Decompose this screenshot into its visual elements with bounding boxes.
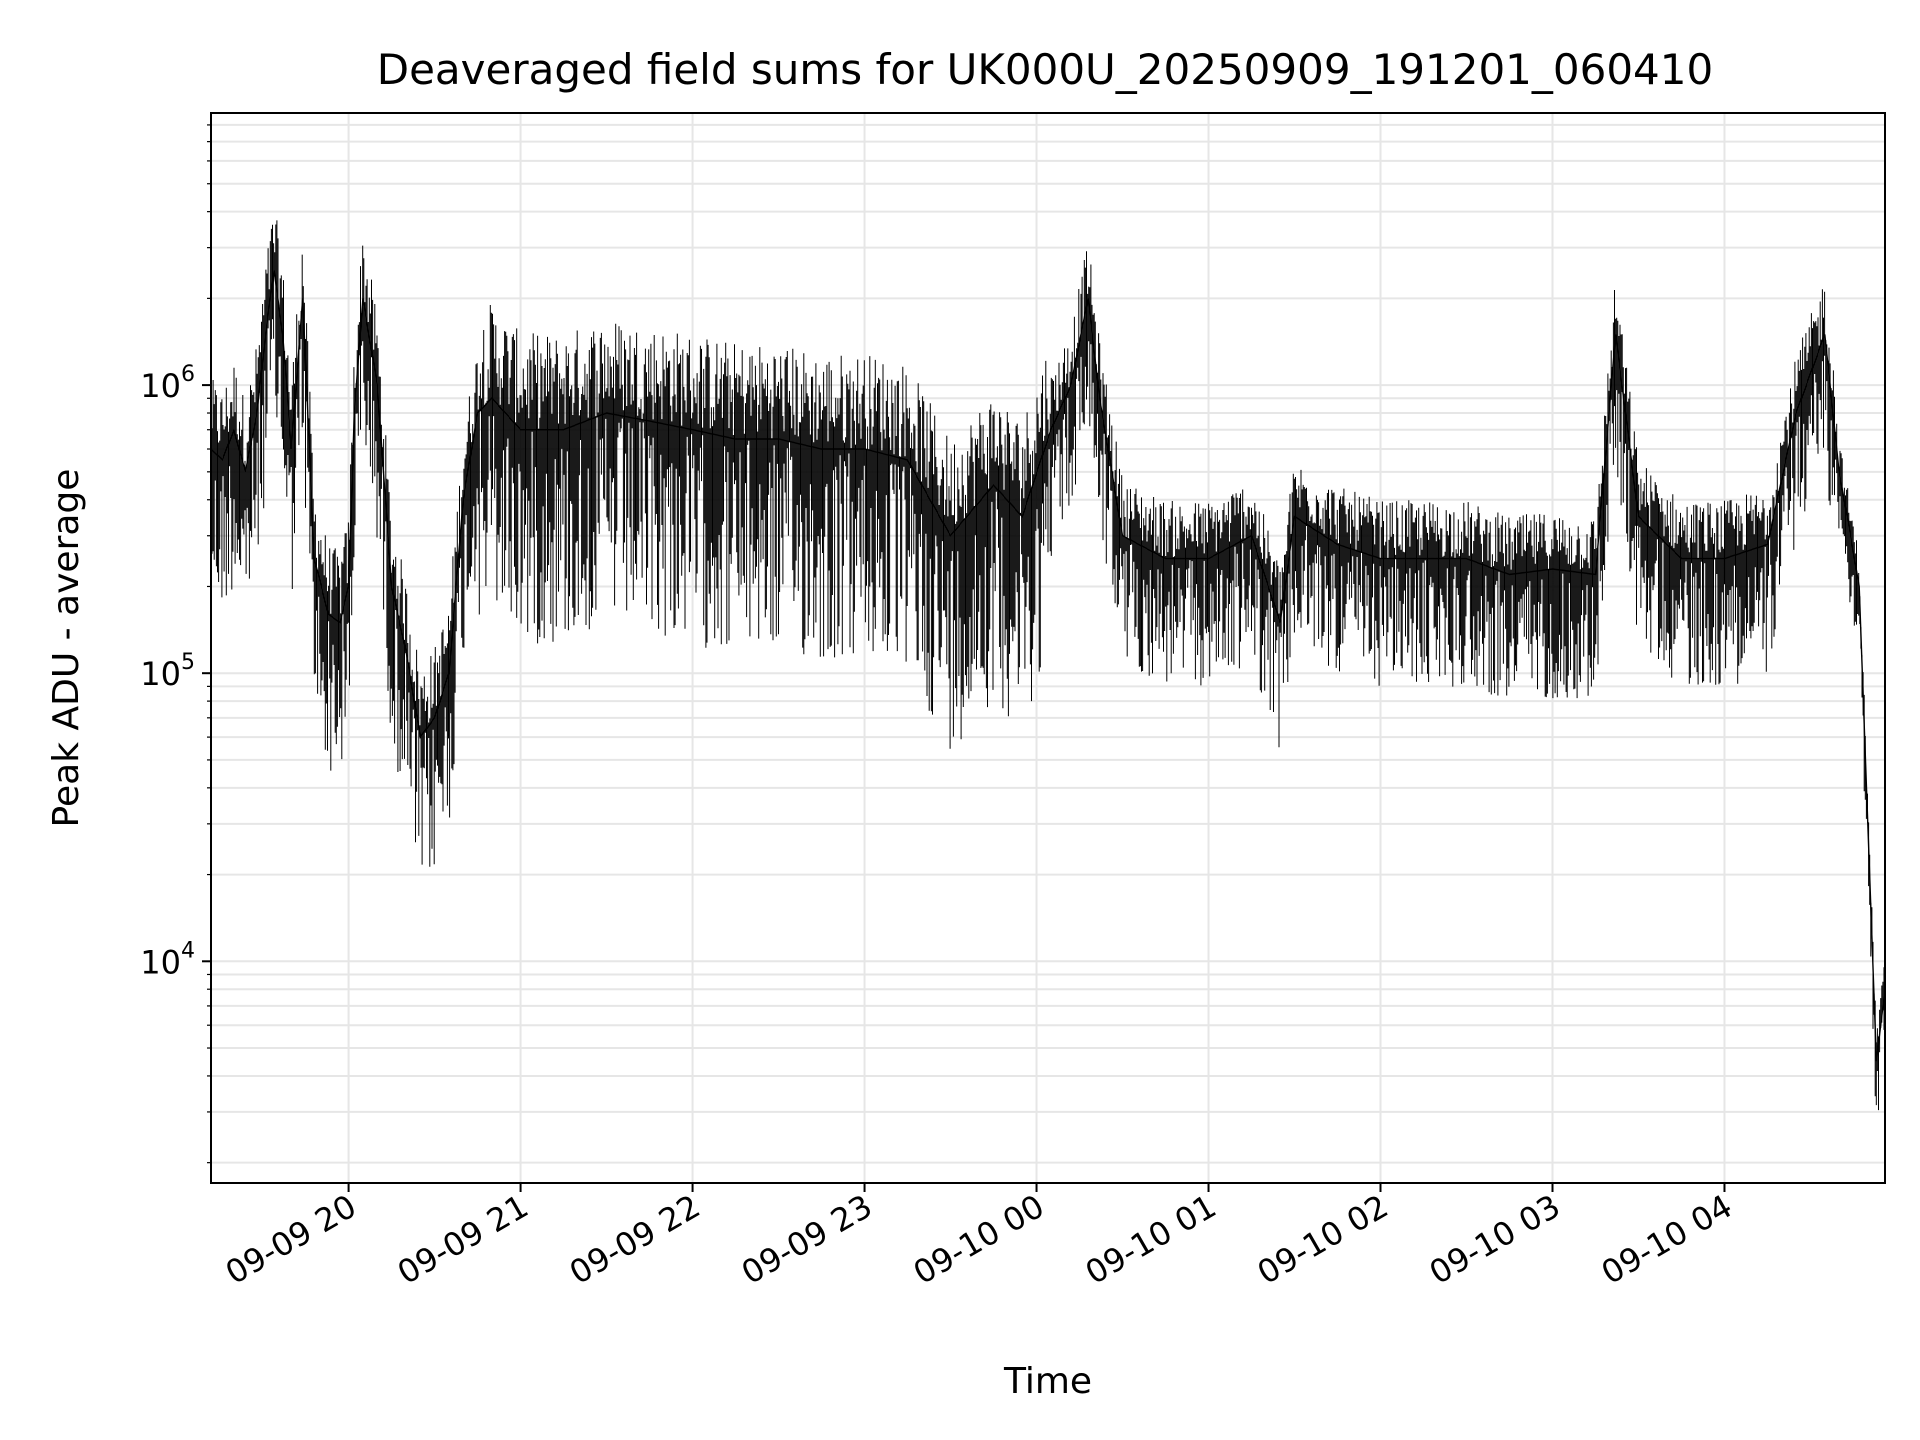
y-axis-ticks: 104 105 106	[140, 362, 211, 981]
y-tick-label: 105	[140, 650, 195, 693]
x-axis-label: Time	[1003, 1361, 1092, 1402]
y-tick-label: 104	[140, 938, 195, 981]
grid-minor	[207, 123, 1885, 1164]
grid-major	[211, 113, 1885, 1183]
plot-frame	[210, 112, 1886, 1184]
x-axis-ticks: 09-09 20 09-09 21 09-09 22 09-09 23 09-10 00…	[219, 1183, 1738, 1292]
y-axis-label: Peak ADU - average	[46, 469, 87, 828]
x-tick-label: 09-09 21	[391, 1187, 535, 1292]
x-tick-label: 09-09 22	[563, 1187, 707, 1292]
x-tick-label: 09-10 01	[1079, 1187, 1223, 1292]
x-tick-label: 09-10 00	[907, 1187, 1051, 1292]
series-line	[210, 270, 1886, 1062]
data-trace	[211, 220, 1885, 1111]
trace-path	[211, 220, 1885, 1111]
chart-title: Deaveraged field sums for UK000U_2025090…	[377, 45, 1713, 94]
x-tick-label: 09-10 02	[1251, 1187, 1395, 1292]
x-tick-label: 09-09 20	[219, 1187, 363, 1292]
y-tick-label: 106	[140, 362, 195, 405]
x-tick-label: 09-10 04	[1595, 1187, 1739, 1292]
x-tick-label: 09-09 23	[735, 1187, 879, 1292]
x-tick-label: 09-10 03	[1423, 1187, 1567, 1292]
